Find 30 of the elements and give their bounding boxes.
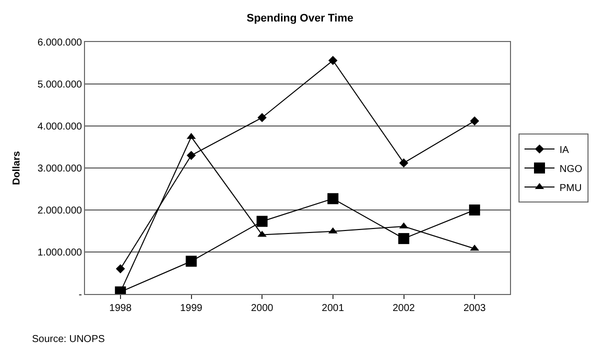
source-note: Source: UNOPS — [32, 334, 106, 345]
x-tick-label: 1998 — [109, 303, 132, 314]
point — [469, 204, 480, 216]
legend-label: IA — [560, 144, 570, 156]
x-tick-label: 2003 — [463, 303, 486, 314]
point — [116, 264, 125, 274]
point — [258, 113, 267, 122]
legend-label: PMU — [560, 182, 582, 194]
point — [399, 158, 408, 168]
y-tick-label: 3.000.000 — [38, 164, 82, 174]
y-tick-label: 1.000.000 — [38, 248, 82, 258]
x-tick-label: 2001 — [322, 303, 344, 314]
legend-label: NGO — [560, 164, 582, 175]
y-axis-title: Dollars — [12, 150, 22, 185]
y-tick-label: 6.000.000 — [38, 38, 82, 48]
point — [328, 56, 338, 66]
point — [470, 116, 480, 126]
point — [186, 256, 197, 267]
point — [256, 216, 268, 227]
y-tick-label: 4.000.000 — [38, 122, 82, 132]
y-tick-label: - — [78, 290, 82, 300]
point — [398, 233, 410, 244]
point — [327, 193, 338, 204]
y-tick-label: 5.000.000 — [38, 80, 82, 90]
chart-title: Spending Over Time — [246, 12, 354, 25]
point — [186, 150, 196, 160]
x-tick-label: 2000 — [250, 303, 274, 314]
x-tick-label: 2002 — [392, 303, 416, 314]
x-tick-label: 1999 — [180, 303, 203, 314]
y-tick-label: 2.000.000 — [38, 206, 82, 216]
